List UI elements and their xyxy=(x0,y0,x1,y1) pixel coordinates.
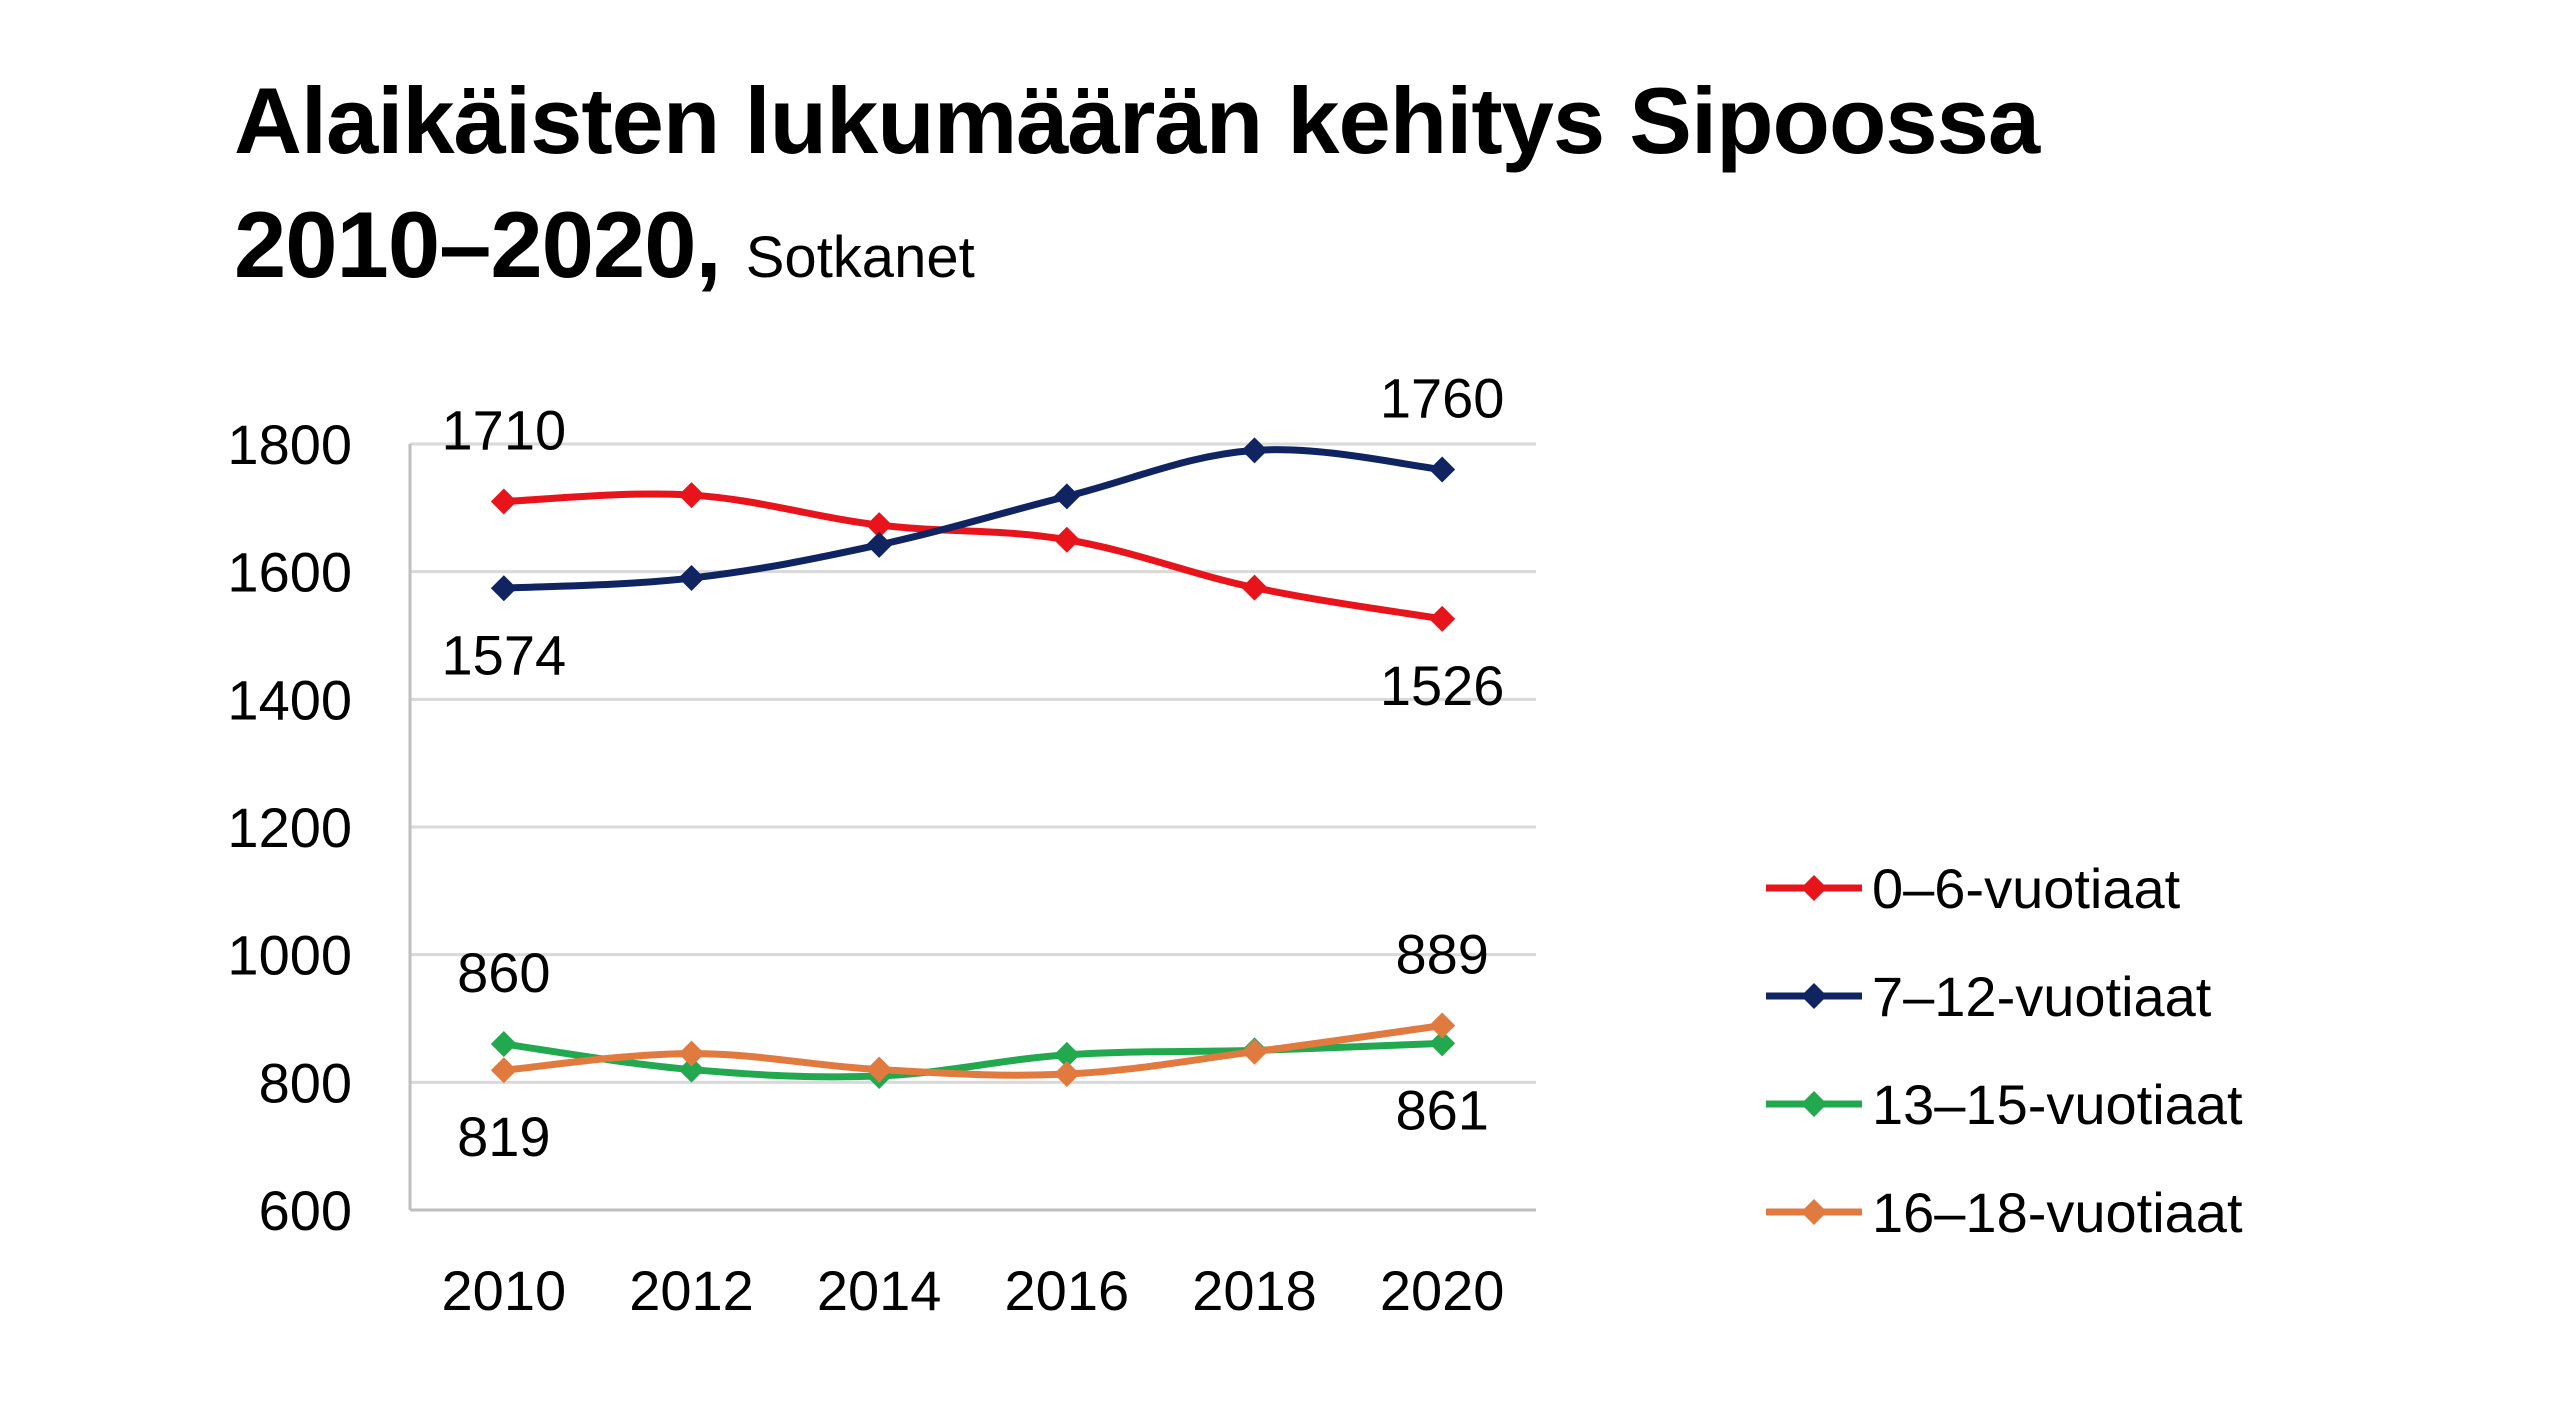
legend-label: 0–6-vuotiaat xyxy=(1872,857,2181,920)
data-point-marker xyxy=(1429,1030,1456,1057)
y-tick-label: 1000 xyxy=(227,924,352,987)
source-label: Sotkanet xyxy=(745,225,975,290)
series-1 xyxy=(490,437,1456,602)
data-point-marker xyxy=(678,1056,705,1083)
legend-marker xyxy=(1801,983,1827,1009)
legend-marker xyxy=(1801,1199,1827,1225)
legend-item: 13–15-vuotiaat xyxy=(1766,1073,2243,1136)
series-line xyxy=(500,490,1446,623)
data-label: 889 xyxy=(1395,923,1488,986)
data-point-marker xyxy=(490,575,517,602)
y-tick-label: 1800 xyxy=(227,413,352,476)
legend-marker xyxy=(1801,875,1827,901)
legend-label: 13–15-vuotiaat xyxy=(1872,1073,2243,1136)
data-point-marker xyxy=(678,565,705,592)
x-tick-label: 2014 xyxy=(817,1259,942,1322)
data-point-marker xyxy=(678,1040,705,1067)
data-point-marker xyxy=(490,1031,517,1058)
data-point-marker xyxy=(1053,526,1080,553)
data-point-marker xyxy=(866,1056,893,1083)
data-label: 819 xyxy=(457,1105,550,1168)
legend-item: 16–18-vuotiaat xyxy=(1766,1181,2243,1244)
y-tick-label: 1200 xyxy=(227,796,352,859)
data-point-marker xyxy=(490,1057,517,1084)
data-point-marker xyxy=(1053,1061,1080,1088)
y-tick-label: 1600 xyxy=(227,541,352,604)
series-lines xyxy=(490,437,1456,1089)
data-point-marker xyxy=(866,512,893,539)
data-point-marker xyxy=(1241,1038,1268,1065)
y-tick-label: 1400 xyxy=(227,668,352,731)
data-point-marker xyxy=(866,531,893,558)
series-3 xyxy=(490,1012,1456,1088)
legend-label: 16–18-vuotiaat xyxy=(1872,1181,2243,1244)
x-tick-label: 2020 xyxy=(1380,1259,1505,1322)
data-label: 1760 xyxy=(1380,367,1505,430)
x-tick-label: 2018 xyxy=(1192,1259,1317,1322)
data-point-marker xyxy=(678,482,705,509)
chart-title: Alaikäisten lukumäärän kehitys Sipoossa … xyxy=(234,68,2040,292)
series-line xyxy=(500,1022,1446,1079)
title-years: 2010–2020, xyxy=(234,192,722,297)
series-line xyxy=(500,446,1446,592)
data-label: 1574 xyxy=(442,623,567,686)
axes: 600 800 1000 1200 1400 1600 1800 2010 2012 2014 20… xyxy=(227,413,1536,1322)
legend-item: 0–6-vuotiaat xyxy=(1766,857,2181,920)
legend: 0–6-vuotiaat 7–12-vuotiaat 13–15-vuotiaat 1… xyxy=(1766,857,2243,1244)
x-tick-label: 2010 xyxy=(442,1259,567,1322)
y-tick-label: 800 xyxy=(259,1051,352,1114)
legend-label: 7–12-vuotiaat xyxy=(1872,965,2212,1028)
data-label: 860 xyxy=(457,941,550,1004)
grid-lines xyxy=(410,442,1536,1084)
data-point-marker xyxy=(1241,437,1268,464)
x-tick-label: 2012 xyxy=(629,1259,754,1322)
legend-marker xyxy=(1801,1091,1827,1117)
data-point-marker xyxy=(1429,1012,1456,1039)
data-labels: 1710 1526 1574 1760 860 861 819 889 xyxy=(442,367,1505,1169)
data-label: 1710 xyxy=(442,398,567,461)
x-tick-label: 2016 xyxy=(1005,1259,1130,1322)
series-0 xyxy=(490,482,1456,632)
legend-item: 7–12-vuotiaat xyxy=(1766,965,2212,1028)
data-point-marker xyxy=(1429,456,1456,483)
data-point-marker xyxy=(490,488,517,515)
y-tick-label: 600 xyxy=(259,1179,352,1242)
data-label: 861 xyxy=(1395,1078,1488,1141)
data-point-marker xyxy=(1053,1041,1080,1068)
data-point-marker xyxy=(1241,574,1268,601)
data-point-marker xyxy=(1053,483,1080,510)
data-label: 1526 xyxy=(1380,654,1505,717)
data-point-marker xyxy=(1429,605,1456,632)
title-line-2: 2010–2020, Sotkanet xyxy=(234,198,2039,292)
title-line-1: Alaikäisten lukumäärän kehitys Sipoossa xyxy=(234,68,2040,173)
